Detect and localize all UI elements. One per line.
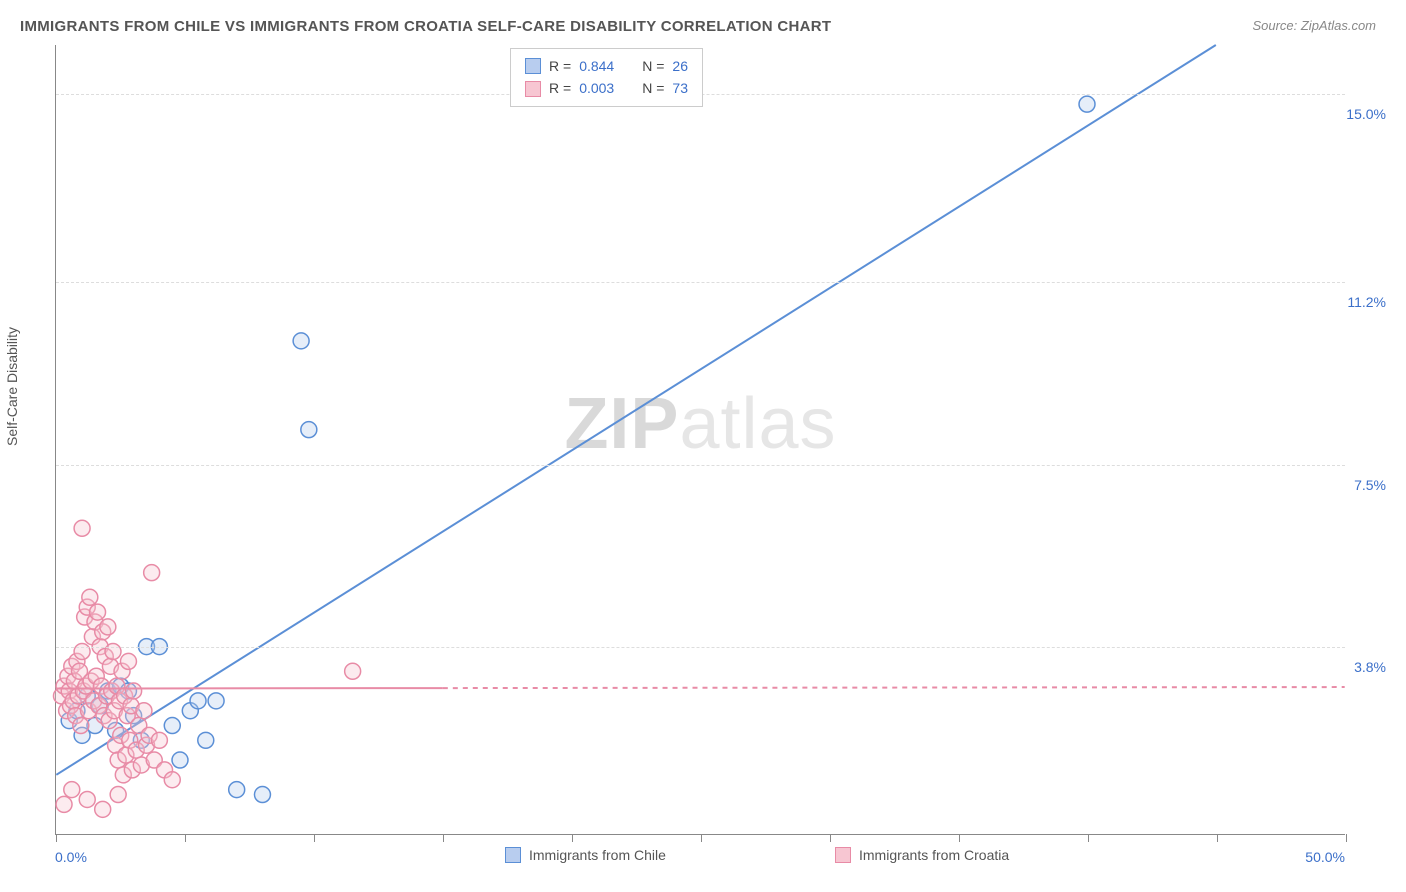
plot-svg	[56, 45, 1345, 834]
data-point	[74, 644, 90, 660]
data-point	[74, 520, 90, 536]
series-legend-croatia: Immigrants from Croatia	[835, 847, 1009, 863]
x-tick	[830, 834, 831, 842]
data-point	[198, 732, 214, 748]
data-point	[120, 653, 136, 669]
y-tick-label: 7.5%	[1354, 477, 1386, 493]
source-attribution: Source: ZipAtlas.com	[1252, 18, 1376, 33]
y-axis-label: Self-Care Disability	[4, 327, 20, 446]
data-point	[126, 683, 142, 699]
data-point	[73, 718, 89, 734]
x-tick-label: 0.0%	[55, 849, 87, 865]
grid-line	[56, 647, 1345, 648]
correlation-chart: IMMIGRANTS FROM CHILE VS IMMIGRANTS FROM…	[0, 0, 1406, 892]
x-tick	[56, 834, 57, 842]
trend-line-dashed	[443, 687, 1345, 688]
stats-legend-row: R = 0.844 N = 26	[525, 55, 688, 77]
data-point	[345, 663, 361, 679]
x-tick	[185, 834, 186, 842]
legend-square-icon	[835, 847, 851, 863]
stats-legend: R = 0.844 N = 26 R = 0.003 N = 73	[510, 48, 703, 107]
data-point	[164, 772, 180, 788]
y-tick-label: 11.2%	[1347, 294, 1386, 310]
legend-n-label: N =	[642, 55, 664, 77]
data-point	[82, 589, 98, 605]
legend-r-label: R =	[549, 77, 571, 99]
grid-line	[56, 465, 1345, 466]
chart-title: IMMIGRANTS FROM CHILE VS IMMIGRANTS FROM…	[20, 18, 831, 35]
x-tick	[1217, 834, 1218, 842]
data-point	[136, 703, 152, 719]
legend-label: Immigrants from Chile	[529, 847, 666, 863]
data-point	[208, 693, 224, 709]
data-point	[105, 644, 121, 660]
data-point	[190, 693, 206, 709]
x-tick	[443, 834, 444, 842]
legend-r-value: 0.003	[579, 77, 614, 99]
legend-square-icon	[525, 81, 541, 97]
x-tick	[1346, 834, 1347, 842]
plot-area: ZIPatlas	[55, 45, 1345, 835]
trend-line	[56, 45, 1216, 775]
data-point	[144, 565, 160, 581]
legend-square-icon	[525, 58, 541, 74]
legend-n-value: 73	[672, 77, 688, 99]
data-point	[56, 796, 72, 812]
data-point	[254, 787, 270, 803]
grid-line	[56, 282, 1345, 283]
y-tick-label: 15.0%	[1346, 106, 1386, 122]
data-point	[100, 619, 116, 635]
legend-r-value: 0.844	[579, 55, 614, 77]
data-point	[95, 801, 111, 817]
data-point	[79, 791, 95, 807]
x-tick	[701, 834, 702, 842]
legend-r-label: R =	[549, 55, 571, 77]
legend-label: Immigrants from Croatia	[859, 847, 1009, 863]
series-legend-chile: Immigrants from Chile	[505, 847, 666, 863]
data-point	[1079, 96, 1095, 112]
data-point	[110, 787, 126, 803]
data-point	[90, 604, 106, 620]
x-tick	[572, 834, 573, 842]
x-tick	[1088, 834, 1089, 842]
legend-n-value: 26	[672, 55, 688, 77]
data-point	[293, 333, 309, 349]
data-point	[301, 422, 317, 438]
data-point	[172, 752, 188, 768]
data-point	[64, 782, 80, 798]
y-tick-label: 3.8%	[1354, 659, 1386, 675]
stats-legend-row: R = 0.003 N = 73	[525, 77, 688, 99]
x-tick-label: 50.0%	[1305, 849, 1345, 865]
data-point	[164, 718, 180, 734]
x-tick	[314, 834, 315, 842]
legend-n-label: N =	[642, 77, 664, 99]
data-point	[229, 782, 245, 798]
legend-square-icon	[505, 847, 521, 863]
data-point	[151, 732, 167, 748]
x-tick	[959, 834, 960, 842]
